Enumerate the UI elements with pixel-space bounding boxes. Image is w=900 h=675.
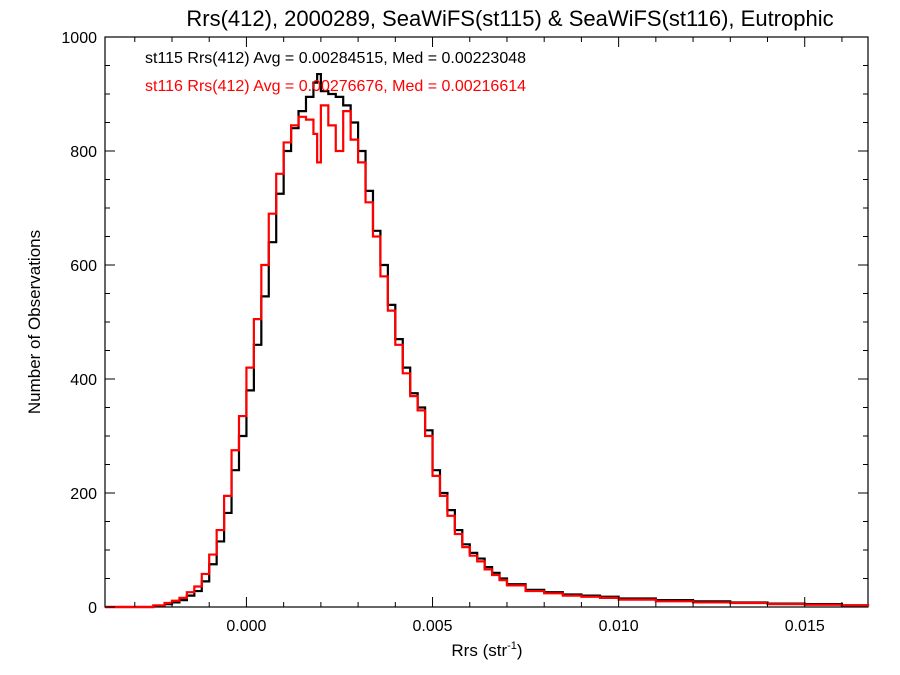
annotation-st115-stats: st115 Rrs(412) Avg = 0.00284515, Med = 0… bbox=[145, 50, 526, 67]
y-tick-label: 600 bbox=[70, 258, 97, 275]
plot-area: 0.000 0.005 0.010 0.015 0 200 400 600 800 1000 bbox=[61, 30, 870, 635]
annotation-st116-stats: st116 Rrs(412) Avg = 0.00276676, Med = 0… bbox=[145, 78, 526, 95]
series-layer bbox=[105, 72, 870, 609]
y-tick-label: 1000 bbox=[61, 30, 97, 47]
x-axis-label-main: Rrs (str bbox=[451, 641, 507, 660]
x-axis-label-close: ) bbox=[517, 641, 523, 660]
y-tick-label: 200 bbox=[70, 486, 97, 503]
y-tick-label: 400 bbox=[70, 372, 97, 389]
series-line-st116 bbox=[105, 104, 870, 609]
y-axis-label: Number of Observations bbox=[25, 230, 44, 414]
series-line-st115 bbox=[105, 72, 870, 609]
x-tick-label: 0.000 bbox=[226, 618, 266, 635]
x-tick-label: 0.005 bbox=[413, 618, 453, 635]
x-tick-label: 0.010 bbox=[599, 618, 639, 635]
x-axis-label: Rrs (str-1) bbox=[451, 640, 522, 660]
y-tick-label: 0 bbox=[88, 600, 97, 617]
axis-ticks: 0.000 0.005 0.010 0.015 0 200 400 600 800 1000 bbox=[61, 30, 868, 635]
plot-frame bbox=[104, 36, 869, 608]
y-tick-label: 800 bbox=[70, 144, 97, 161]
x-tick-label: 0.015 bbox=[785, 618, 825, 635]
x-axis-label-sup: -1 bbox=[507, 640, 517, 652]
chart-title: Rrs(412), 2000289, SeaWiFS(st115) & SeaW… bbox=[186, 6, 833, 31]
